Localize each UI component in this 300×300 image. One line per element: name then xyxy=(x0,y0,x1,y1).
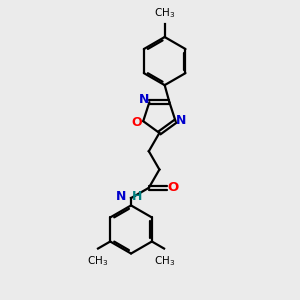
Text: CH$_3$: CH$_3$ xyxy=(154,254,175,268)
Text: H: H xyxy=(132,190,142,203)
Text: N: N xyxy=(116,190,127,203)
Text: O: O xyxy=(167,181,178,194)
Text: N: N xyxy=(139,93,150,106)
Text: N: N xyxy=(176,114,187,127)
Text: CH$_3$: CH$_3$ xyxy=(87,254,108,268)
Text: CH$_3$: CH$_3$ xyxy=(154,6,175,20)
Text: O: O xyxy=(131,116,142,129)
